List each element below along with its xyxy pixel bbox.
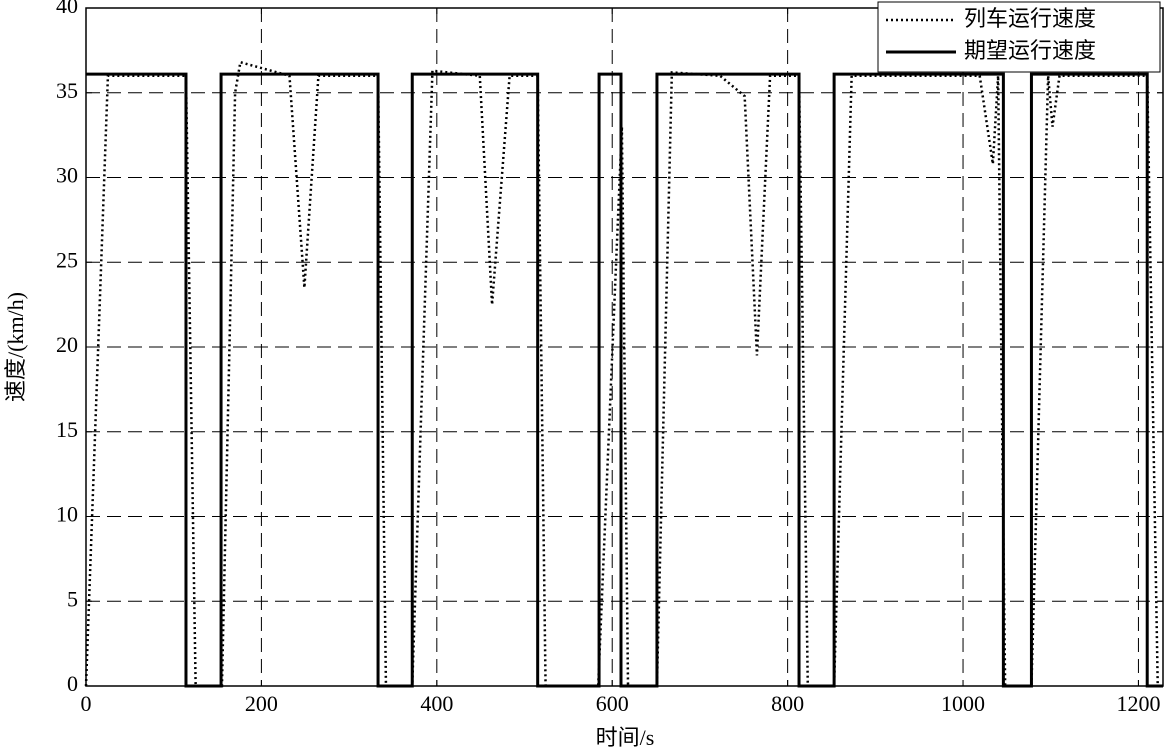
x-tick-label: 1200 — [1116, 691, 1160, 716]
x-tick-label: 600 — [596, 691, 629, 716]
y-tick-label: 40 — [56, 0, 78, 18]
y-tick-label: 25 — [56, 247, 78, 272]
y-tick-label: 10 — [56, 502, 78, 527]
y-axis-label: 速度/(km/h) — [3, 292, 28, 402]
x-tick-label: 1000 — [941, 691, 985, 716]
legend-box — [877, 1, 1161, 73]
y-tick-label: 35 — [56, 78, 78, 103]
x-tick-label: 0 — [81, 691, 92, 716]
legend-label: 期望运行速度 — [964, 39, 1096, 64]
x-tick-label: 800 — [771, 691, 804, 716]
x-axis-label: 时间/s — [596, 725, 655, 750]
x-tick-label: 400 — [420, 691, 453, 716]
y-tick-label: 0 — [67, 671, 78, 696]
y-tick-label: 30 — [56, 163, 78, 188]
x-tick-label: 200 — [245, 691, 278, 716]
series-line — [86, 72, 1163, 688]
legend-label: 列车运行速度 — [964, 7, 1096, 32]
y-tick-label: 20 — [56, 332, 78, 357]
y-tick-label: 15 — [56, 417, 78, 442]
y-tick-label: 5 — [67, 586, 78, 611]
